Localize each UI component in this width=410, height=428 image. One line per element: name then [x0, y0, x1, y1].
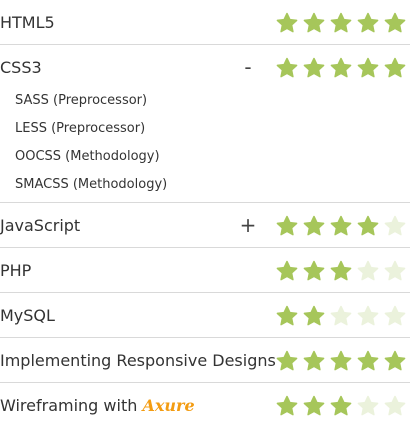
- sub-item-sass: SASS (Preprocessor): [15, 93, 148, 108]
- star-filled-icon: [303, 305, 325, 327]
- sub-item-less: LESS (Preprocessor): [15, 121, 146, 136]
- rating-stars-php: [276, 260, 406, 282]
- star-empty-icon: [384, 305, 406, 327]
- sub-item-oocss: OOCSS (Methodology): [15, 149, 160, 164]
- skill-name-css3: CSS3: [0, 58, 42, 77]
- rating-stars-html5: [276, 12, 406, 34]
- skill-row-html5: HTML5: [0, 0, 410, 45]
- star-filled-icon: [330, 395, 352, 417]
- rating-stars-css3: [276, 57, 406, 79]
- star-filled-icon: [276, 260, 298, 282]
- star-filled-icon: [303, 350, 325, 372]
- skill-name-php: PHP: [0, 261, 32, 280]
- skill-name-wireframing-text: Wireframing with: [0, 396, 138, 415]
- skill-row-wireframing: Wireframing with Axure: [0, 383, 410, 428]
- skill-name-responsive: Implementing Responsive Designs: [0, 351, 276, 370]
- star-empty-icon: [384, 215, 406, 237]
- skill-row-css3: CSS3 -: [0, 45, 410, 90]
- star-filled-icon: [276, 350, 298, 372]
- star-filled-icon: [303, 215, 325, 237]
- rating-stars-javascript: [276, 215, 406, 237]
- star-filled-icon: [384, 350, 406, 372]
- star-empty-icon: [357, 395, 379, 417]
- star-filled-icon: [330, 350, 352, 372]
- skill-name-javascript: JavaScript: [0, 216, 81, 235]
- star-filled-icon: [276, 305, 298, 327]
- star-filled-icon: [303, 260, 325, 282]
- rating-stars-wireframing: [276, 395, 406, 417]
- skill-name-wireframing: Wireframing with Axure: [0, 383, 195, 428]
- star-empty-icon: [384, 395, 406, 417]
- skill-name-mysql: MySQL: [0, 306, 55, 325]
- skill-row-responsive: Implementing Responsive Designs: [0, 338, 410, 383]
- star-filled-icon: [303, 57, 325, 79]
- rating-stars-mysql: [276, 305, 406, 327]
- star-filled-icon: [276, 57, 298, 79]
- star-filled-icon: [357, 12, 379, 34]
- skill-row-javascript: JavaScript +: [0, 203, 410, 248]
- star-filled-icon: [276, 12, 298, 34]
- star-empty-icon: [384, 260, 406, 282]
- expand-icon[interactable]: +: [239, 213, 257, 237]
- star-filled-icon: [330, 57, 352, 79]
- skill-row-php: PHP: [0, 248, 410, 293]
- star-filled-icon: [303, 395, 325, 417]
- skill-name-html5: HTML5: [0, 13, 55, 32]
- star-filled-icon: [330, 12, 352, 34]
- star-filled-icon: [303, 12, 325, 34]
- star-filled-icon: [330, 260, 352, 282]
- star-empty-icon: [357, 305, 379, 327]
- rating-stars-responsive: [276, 350, 406, 372]
- star-filled-icon: [276, 215, 298, 237]
- collapse-icon[interactable]: -: [244, 55, 252, 79]
- star-empty-icon: [357, 260, 379, 282]
- star-filled-icon: [384, 12, 406, 34]
- star-filled-icon: [357, 215, 379, 237]
- star-filled-icon: [384, 57, 406, 79]
- sub-item-smacss: SMACSS (Methodology): [15, 177, 168, 192]
- star-filled-icon: [276, 395, 298, 417]
- star-filled-icon: [357, 57, 379, 79]
- axure-logo: Axure: [142, 396, 195, 415]
- star-filled-icon: [330, 215, 352, 237]
- star-filled-icon: [357, 350, 379, 372]
- star-empty-icon: [330, 305, 352, 327]
- divider: [0, 202, 410, 203]
- skill-row-mysql: MySQL: [0, 293, 410, 338]
